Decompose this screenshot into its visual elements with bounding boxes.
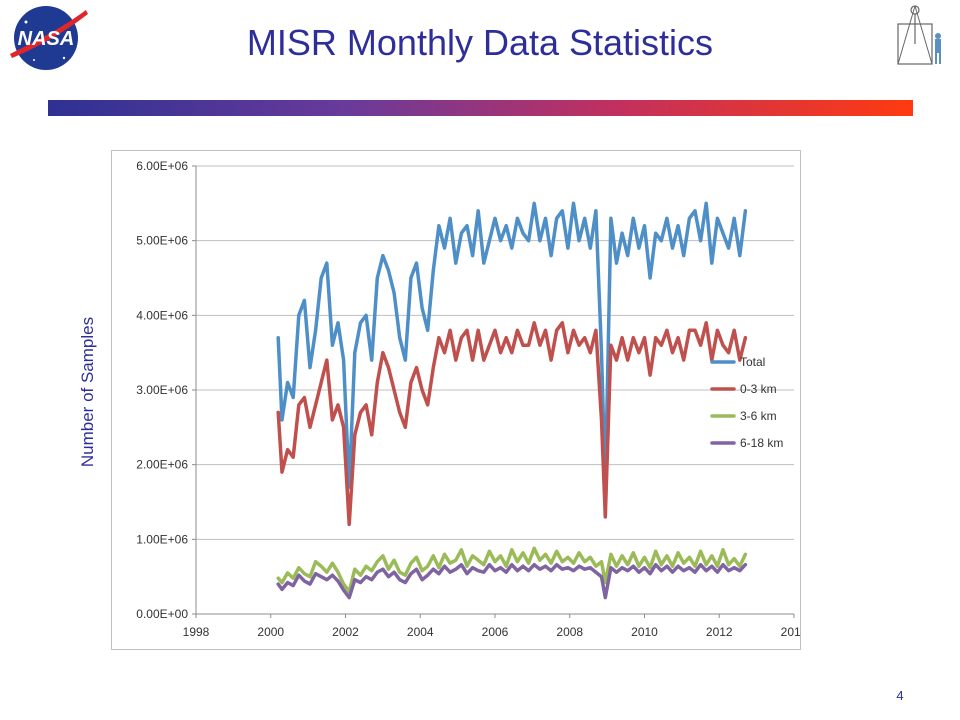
series-line-total [276,201,748,489]
axes [192,165,795,618]
legend-label: 6-18 km [740,436,783,450]
y-tick-label: 5.00E+06 [136,234,188,248]
person-body-icon [935,39,941,53]
figure-line-icon [897,5,916,65]
y-tick-label: 6.00E+06 [136,159,188,173]
nasa-logo-star-icon [24,20,28,24]
series-lines [276,201,748,600]
x-tick-labels: 1998 2000 2002 2004 2006 2008 2010 2012 2014 [183,625,801,639]
series-line-0-3-km [276,321,748,527]
y-tick-label: 4.00E+06 [136,308,188,322]
x-tick-label: 2014 [781,625,801,639]
series-line-3-6-km [276,546,748,594]
nasa-logo-star-icon [62,56,66,60]
legend: Total 0-3 km 3-6 km 6-18 km [710,355,783,450]
x-tick-label: 2000 [257,625,284,639]
legend-label: 0-3 km [740,382,777,396]
x-tick-label: 2008 [556,625,583,639]
legend-label: Total [740,355,765,369]
title-gradient-bar [48,100,913,116]
gridlines [196,165,794,540]
y-tick-label: 3.00E+06 [136,383,188,397]
legend-label: 3-6 km [740,409,777,423]
x-tick-label: 1998 [183,625,210,639]
x-tick-label: 2012 [706,625,733,639]
x-tick-label: 2006 [482,625,509,639]
figure-line-icon [914,5,933,65]
y-tick-label: 0.00E+00 [136,607,188,621]
nasa-logo-wordmark: NASA [18,28,75,50]
person-head-icon [935,33,941,39]
x-tick-label: 2002 [332,625,359,639]
x-tick-label: 2010 [631,625,658,639]
x-tick-label: 2004 [407,625,434,639]
y-tick-labels: 0.00E+00 1.00E+06 2.00E+06 3.00E+06 4.00E+06… [136,159,188,621]
vitruvian-figure-icon [897,5,941,65]
line-chart: 0.00E+00 1.00E+06 2.00E+06 3.00E+06 4.00E+06… [111,150,801,650]
y-tick-label: 1.00E+06 [136,532,188,546]
series-line-6-18-km [276,562,748,600]
slide-title: MISR Monthly Data Statistics [246,22,714,63]
nasa-logo-swoosh-icon [10,10,88,58]
page-number: 4 [896,688,904,703]
nasa-logo: NASA [10,6,88,70]
y-tick-label: 2.00E+06 [136,458,188,472]
nasa-logo-star-icon [33,59,35,61]
y-axis-caption-text: Number of Samples [78,316,97,468]
